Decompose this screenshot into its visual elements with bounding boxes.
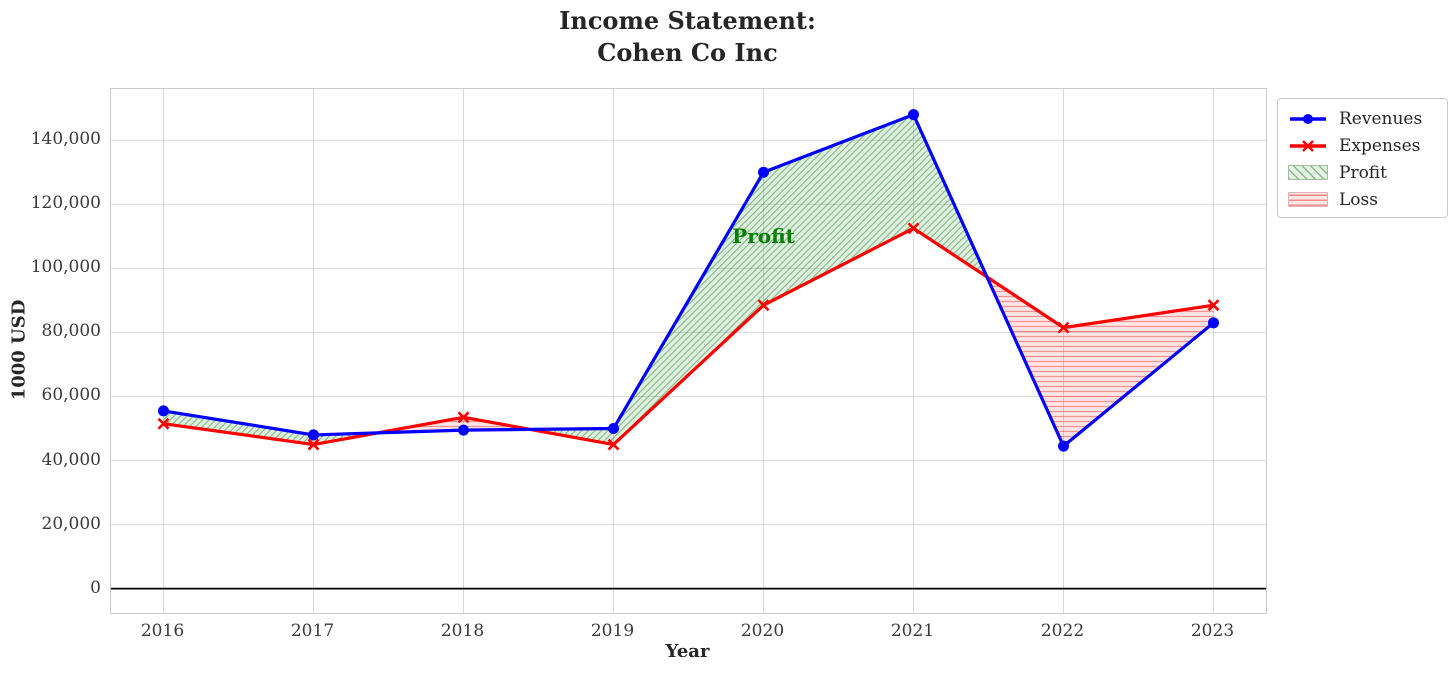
plot-svg [111,89,1266,613]
loss-fill [986,276,1214,447]
x-tick-label: 2021 [890,621,935,641]
legend: Revenues Expenses Profit Loss [1277,98,1448,218]
plot-area: Profit [110,88,1267,614]
legend-row-revenues: Revenues [1278,105,1447,132]
legend-label-profit: Profit [1339,162,1387,183]
legend-row-profit: Profit [1278,159,1447,186]
loss-patch-icon [1288,192,1328,207]
expenses-marker [1207,299,1220,312]
chart-title: Income Statement: Cohen Co Inc [110,5,1265,69]
legend-row-expenses: Expenses [1278,132,1447,159]
revenues-marker [908,109,919,121]
chart-title-line1: Income Statement: [559,6,816,35]
x-tick-label: 2019 [590,621,635,641]
revenues-marker [308,429,319,441]
profit-annotation: Profit [732,224,795,249]
expenses-marker [1057,321,1070,334]
y-tick-label: 140,000 [30,129,101,150]
revenues-marker [608,423,619,435]
revenues-marker [1208,317,1219,329]
expenses-marker [757,299,770,312]
revenues-marker [158,405,169,417]
x-tick-label: 2018 [440,621,485,641]
revenues-marker [1058,440,1069,452]
expenses-marker [307,438,320,451]
legend-row-loss: Loss [1278,186,1447,213]
y-tick-label: 40,000 [41,449,101,470]
legend-label-loss: Loss [1339,189,1378,210]
revenues-marker [458,424,469,436]
chart-title-line2: Cohen Co Inc [597,38,778,67]
expenses-marker [607,438,620,451]
x-tick-label: 2017 [290,621,335,641]
profit-fill [530,114,987,445]
y-tick-label: 120,000 [30,193,101,214]
y-tick-label: 80,000 [41,321,101,342]
legend-label-expenses: Expenses [1339,135,1421,156]
expenses-line-icon [1290,139,1326,152]
revenues-marker [758,166,769,178]
revenues-line-icon [1290,113,1326,124]
expenses-line [163,226,1214,447]
profit-patch-icon [1288,165,1328,180]
y-tick-label: 60,000 [41,385,101,406]
x-tick-label: 2023 [1190,621,1235,641]
expenses-marker [157,417,170,430]
legend-label-revenues: Revenues [1339,108,1423,129]
x-tick-label: 2016 [140,621,185,641]
revenues-line [163,113,1215,448]
expenses-marker [457,411,470,424]
x-tick-label: 2022 [1040,621,1085,641]
x-axis-title: Year [665,641,710,662]
x-tick-label: 2020 [740,621,785,641]
y-tick-label: 100,000 [30,257,101,278]
expenses-marker [907,222,920,235]
y-tick-label: 0 [90,577,101,598]
y-tick-label: 20,000 [41,513,101,534]
